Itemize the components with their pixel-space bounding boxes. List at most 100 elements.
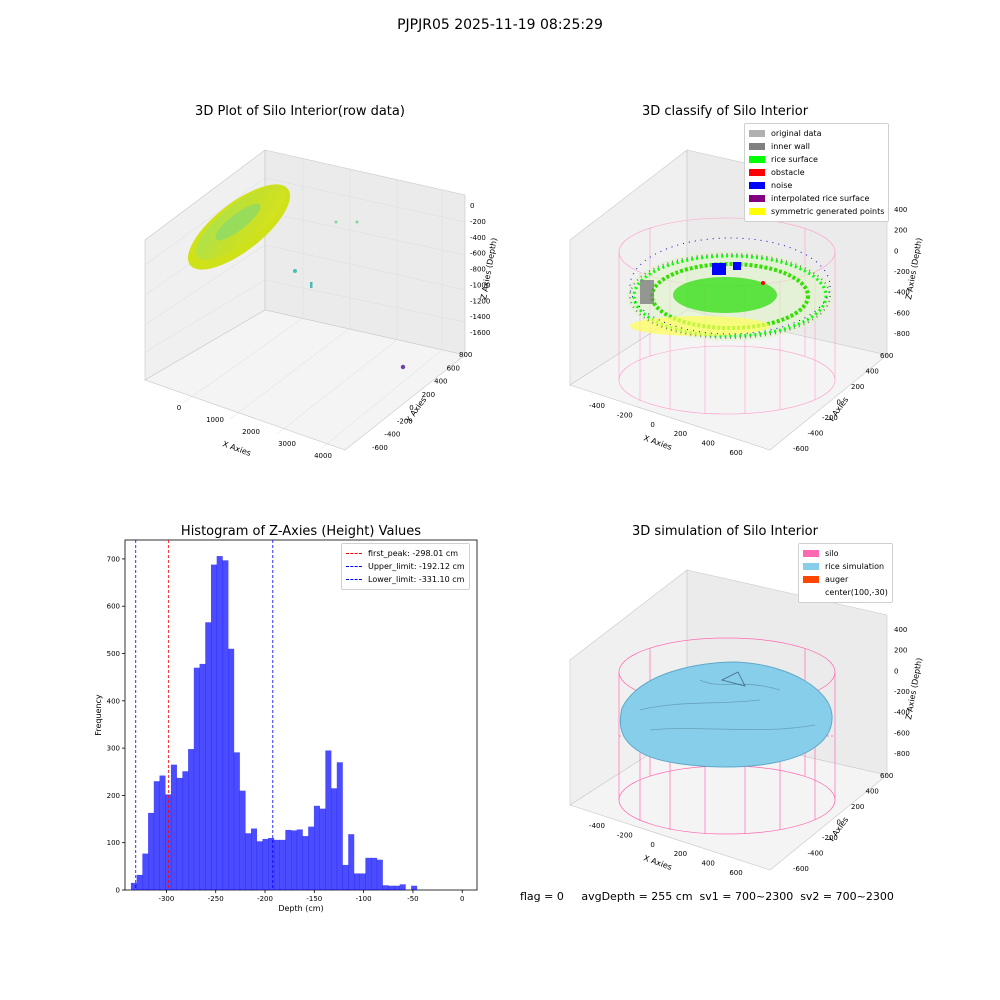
legend-label: rice surface bbox=[771, 155, 818, 164]
legend-swatch bbox=[749, 208, 765, 215]
legend-label: center(100,-30) bbox=[825, 588, 888, 597]
legend-label: rice simulation bbox=[825, 562, 885, 571]
raw-outlier-point bbox=[310, 282, 313, 288]
histogram-bar bbox=[382, 885, 389, 890]
histogram-bar bbox=[279, 839, 286, 890]
tick-label: -400 bbox=[808, 430, 824, 438]
histogram-bar bbox=[142, 853, 149, 890]
tick-label: 0 bbox=[650, 841, 654, 849]
histogram-bar bbox=[222, 560, 229, 890]
legend-label: Lower_limit: -331.10 cm bbox=[368, 575, 465, 584]
histogram-bar bbox=[313, 805, 320, 890]
figure-title: PJPJR05 2025-11-19 08:25:29 bbox=[397, 17, 603, 33]
legend-swatch bbox=[346, 579, 362, 580]
histogram-bar bbox=[371, 857, 378, 890]
tick-label: -400 bbox=[894, 289, 910, 297]
tick-label: -400 bbox=[384, 431, 400, 439]
legend-entry: rice simulation bbox=[803, 560, 888, 573]
legend-label: interpolated rice surface bbox=[771, 194, 870, 203]
histogram-bar bbox=[308, 826, 315, 890]
histogram-bar bbox=[136, 874, 143, 890]
tick-label: 600 bbox=[729, 869, 742, 877]
histogram-bar bbox=[130, 882, 137, 890]
histogram-ylabel: Frequency bbox=[94, 694, 103, 736]
histogram-bar bbox=[359, 873, 366, 890]
legend-swatch bbox=[749, 182, 765, 189]
tick-label: -1000 bbox=[470, 281, 490, 289]
classify-noise-ring bbox=[629, 237, 831, 335]
tick-label: -600 bbox=[793, 445, 809, 453]
classify-plot-title: 3D classify of Silo Interior bbox=[641, 104, 809, 119]
histogram-bar bbox=[148, 812, 155, 890]
classify-noise-cluster bbox=[733, 262, 741, 270]
histogram-bar bbox=[273, 839, 280, 890]
raw-outlier-point bbox=[400, 364, 406, 370]
histogram-bar bbox=[393, 885, 400, 890]
tick-label: 200 bbox=[894, 227, 907, 235]
x-tick-label: -100 bbox=[356, 895, 372, 903]
tick-label: 200 bbox=[674, 430, 687, 438]
y-tick-label: 0 bbox=[116, 887, 120, 895]
tick-label: -800 bbox=[470, 266, 486, 274]
legend-entry: center(100,-30) bbox=[803, 586, 888, 599]
histogram-bar bbox=[233, 752, 240, 890]
tick-label: -200 bbox=[894, 268, 910, 276]
tick-label: -400 bbox=[589, 402, 605, 410]
histogram-bar bbox=[216, 556, 223, 890]
tick-label: -400 bbox=[589, 822, 605, 830]
histogram-bar bbox=[228, 648, 235, 890]
tick-label: 0 bbox=[837, 399, 841, 407]
legend-swatch bbox=[803, 563, 819, 570]
histogram-bar bbox=[153, 781, 160, 890]
histogram-title: Histogram of Z-Axies (Height) Values bbox=[180, 524, 422, 539]
tick-label: -600 bbox=[372, 444, 388, 452]
legend-entry: auger bbox=[803, 573, 888, 586]
legend-entry: Upper_limit: -192.12 cm bbox=[346, 560, 465, 573]
tick-label: 0 bbox=[650, 421, 654, 429]
tick-label: 400 bbox=[434, 378, 447, 386]
histogram-bar bbox=[285, 829, 292, 890]
simulation-surface-depression bbox=[720, 671, 746, 687]
tick-label: 2000 bbox=[242, 428, 260, 436]
y-tick-label: 200 bbox=[107, 792, 120, 800]
simulation-legend: silo rice simulation auger center(100,-30) bbox=[798, 543, 893, 603]
legend-entry: first_peak: -298.01 cm bbox=[346, 547, 465, 560]
tick-label: 0 bbox=[894, 247, 898, 255]
tick-label: 600 bbox=[880, 772, 893, 780]
x-tick-label: -150 bbox=[306, 895, 322, 903]
legend-entry: interpolated rice surface bbox=[749, 192, 884, 205]
classify-rice-surface-core bbox=[673, 277, 777, 313]
histogram-bar bbox=[302, 836, 309, 890]
tick-label: 0 bbox=[837, 819, 841, 827]
histogram-bar bbox=[262, 838, 269, 890]
tick-label: -800 bbox=[894, 750, 910, 758]
legend-entry: silo bbox=[803, 547, 888, 560]
classify-legend: original data inner wall rice surface obsta… bbox=[744, 123, 890, 222]
legend-entry: inner wall bbox=[749, 140, 884, 153]
tick-label: 400 bbox=[702, 860, 715, 868]
raw-outlier-point bbox=[293, 269, 297, 273]
raw-outlier-point bbox=[355, 220, 359, 224]
tick-label: 200 bbox=[674, 850, 687, 858]
histogram-bar bbox=[376, 859, 383, 890]
legend-label: first_peak: -298.01 cm bbox=[368, 549, 459, 558]
legend-swatch bbox=[346, 553, 362, 554]
simulation-render bbox=[618, 637, 836, 835]
x-tick-label: -250 bbox=[208, 895, 224, 903]
simulation-plot-title: 3D simulation of Silo Interior bbox=[632, 524, 818, 539]
legend-swatch bbox=[749, 169, 765, 176]
legend-entry: rice surface bbox=[749, 153, 884, 166]
raw-xlabel: X Axies bbox=[221, 439, 252, 458]
tick-label: -600 bbox=[470, 250, 486, 258]
classify-floor-pane bbox=[569, 309, 888, 451]
histogram-bar bbox=[176, 777, 183, 890]
simulation-surface-contours bbox=[639, 679, 816, 731]
tick-label: -400 bbox=[894, 709, 910, 717]
histogram-bar bbox=[210, 564, 217, 890]
tick-label: -200 bbox=[822, 414, 838, 422]
legend-entry: obstacle bbox=[749, 166, 884, 179]
legend-swatch bbox=[346, 566, 362, 567]
tick-label: -600 bbox=[894, 309, 910, 317]
y-tick-label: 400 bbox=[107, 697, 120, 705]
